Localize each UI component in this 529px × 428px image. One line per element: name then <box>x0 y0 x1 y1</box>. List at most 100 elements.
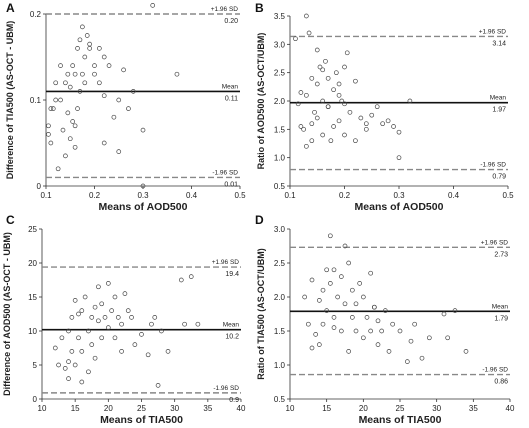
data-point <box>82 80 88 86</box>
data-point <box>69 315 75 320</box>
data-point <box>53 97 59 103</box>
data-point <box>87 41 93 47</box>
y-axis-label: Ratio of AOD500 (AS-OCT/UBM) <box>256 33 266 170</box>
data-point <box>369 112 375 118</box>
data-point <box>396 155 402 161</box>
panel-label: B <box>255 1 264 15</box>
data-point <box>368 270 374 276</box>
data-point <box>349 287 355 293</box>
data-point <box>109 308 115 313</box>
data-point <box>404 359 410 364</box>
data-point <box>116 97 122 103</box>
y-tick-label: 5 <box>33 361 38 370</box>
x-tick-label: 10 <box>38 404 47 413</box>
data-point <box>178 277 184 283</box>
x-tick-label: 0.5 <box>234 191 246 200</box>
data-point <box>77 89 83 94</box>
x-tick-label: 0.3 <box>137 191 149 200</box>
data-point <box>86 328 91 334</box>
data-point <box>92 71 97 77</box>
data-point <box>320 98 326 104</box>
data-point <box>145 352 151 358</box>
data-point <box>331 267 337 273</box>
data-point <box>66 359 71 364</box>
data-point <box>463 349 469 354</box>
panel-label: D <box>255 213 264 227</box>
data-point <box>140 127 146 133</box>
data-point <box>116 149 122 154</box>
data-point <box>304 143 309 149</box>
data-point <box>46 132 51 137</box>
data-point <box>112 294 118 300</box>
data-point <box>336 81 342 87</box>
x-tick-label: 0.1 <box>40 191 52 200</box>
upper-limit-label: +1.96 SD <box>479 28 507 35</box>
data-point <box>302 294 308 300</box>
y-tick-label: 15 <box>28 293 37 302</box>
data-point <box>87 46 93 51</box>
data-point <box>325 75 331 81</box>
data-point <box>346 349 352 354</box>
x-axis-label: Means of AOD500 <box>99 201 188 213</box>
data-point <box>165 349 171 354</box>
data-point <box>325 104 331 110</box>
data-point <box>336 92 342 98</box>
data-point <box>58 63 63 68</box>
data-point <box>149 321 154 327</box>
data-point <box>353 328 359 334</box>
mean-label: Mean <box>223 322 240 329</box>
data-point <box>152 315 158 320</box>
data-point <box>375 342 381 347</box>
data-point <box>92 304 98 310</box>
data-point <box>96 46 102 51</box>
y-tick-label: 1.5 <box>274 327 286 336</box>
data-point <box>105 325 111 330</box>
data-point <box>63 80 68 86</box>
data-point <box>89 315 95 320</box>
y-tick-label: 2.0 <box>274 97 286 106</box>
data-point <box>363 126 369 132</box>
data-point <box>115 315 121 320</box>
data-point <box>99 301 105 307</box>
data-point <box>317 64 323 70</box>
data-point <box>309 121 315 127</box>
x-tick-label: 0.3 <box>393 191 405 200</box>
data-point <box>452 308 458 313</box>
data-point <box>69 349 75 354</box>
data-point <box>72 362 78 368</box>
data-point <box>309 277 315 283</box>
data-point <box>353 138 358 144</box>
data-point <box>338 274 344 279</box>
upper-limit-value: 19.4 <box>225 271 239 278</box>
data-point <box>66 328 71 334</box>
data-point <box>324 308 330 313</box>
mean-label: Mean <box>492 303 509 310</box>
lower-limit-label: -1.96 SD <box>482 367 508 374</box>
data-point <box>86 369 91 375</box>
data-point <box>391 124 396 129</box>
data-point <box>102 315 108 320</box>
data-point <box>174 71 180 77</box>
y-axis-label: Difference of AOD500 (AS-OCT - UBM) <box>2 232 12 396</box>
data-point <box>82 294 88 300</box>
data-point <box>79 379 85 385</box>
data-point <box>105 281 111 286</box>
data-point <box>312 109 317 115</box>
data-point <box>346 260 352 266</box>
data-point <box>328 138 334 144</box>
upper-limit-label: +1.96 SD <box>212 259 240 266</box>
data-point <box>67 136 73 142</box>
lower-limit-label: -1.96 SD <box>213 385 239 392</box>
y-tick-label: 0.1 <box>30 96 42 105</box>
lower-limit-value: 0.79 <box>492 174 506 181</box>
data-point <box>46 123 51 129</box>
data-point <box>353 78 358 84</box>
data-point <box>125 308 131 313</box>
y-tick-label: 20 <box>28 259 37 268</box>
data-point <box>412 321 418 327</box>
x-axis-label: Means of AOD500 <box>355 201 444 213</box>
data-point <box>371 304 377 310</box>
data-point <box>106 63 112 68</box>
data-point <box>72 123 78 129</box>
data-point <box>390 321 396 327</box>
